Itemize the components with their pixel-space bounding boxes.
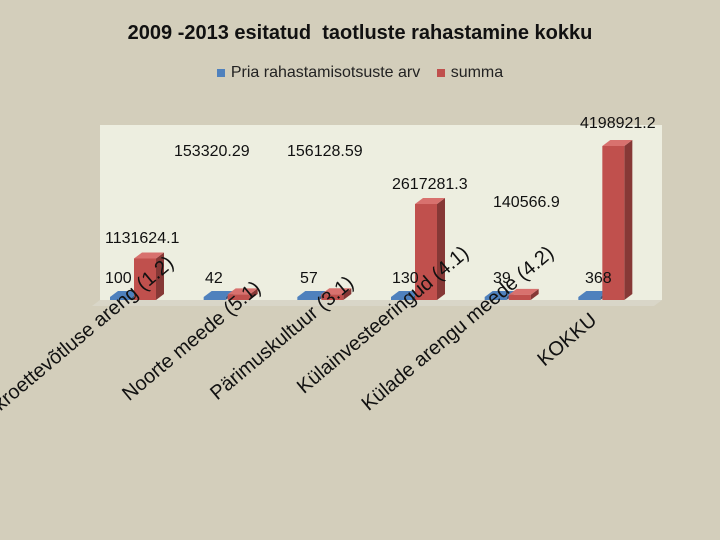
legend-label-summa: summa bbox=[450, 64, 504, 81]
bar-summa-side bbox=[156, 252, 164, 300]
bar-summa bbox=[134, 258, 156, 300]
bar-arv bbox=[203, 297, 226, 300]
data-label-arv: 42 bbox=[205, 270, 223, 287]
bar-arv-top bbox=[578, 291, 609, 297]
bar-summa-top bbox=[321, 288, 352, 295]
bar-arv-top bbox=[297, 291, 328, 297]
bar-summa-top bbox=[134, 252, 164, 259]
bar-arv bbox=[391, 297, 413, 300]
bar-summa bbox=[227, 294, 250, 300]
data-label-summa: 4198921.2 bbox=[580, 115, 656, 132]
bar-summa-side bbox=[249, 288, 258, 300]
bar-summa bbox=[602, 146, 625, 300]
bar-arv-top bbox=[391, 291, 421, 297]
legend-label-arv: Pria rahastamisotsuste arv bbox=[230, 64, 421, 81]
bar-summa bbox=[508, 294, 531, 300]
bar-arv bbox=[484, 297, 507, 300]
bar-summa-top bbox=[415, 198, 445, 205]
x-tick-label: KOKKU bbox=[533, 309, 601, 371]
bar-summa-top bbox=[227, 288, 258, 295]
legend: Pria rahastamisotsuste arv summa bbox=[0, 64, 720, 82]
bar-summa bbox=[415, 204, 437, 300]
bar-summa-top bbox=[602, 140, 633, 146]
bar-arv-top bbox=[484, 291, 515, 297]
legend-swatch-summa bbox=[436, 69, 445, 77]
legend-item-summa: summa bbox=[436, 64, 504, 82]
bar-summa-side bbox=[530, 288, 539, 300]
bar-summa bbox=[321, 294, 344, 300]
data-label-arv: 39 bbox=[493, 270, 511, 287]
bar-arv bbox=[578, 297, 601, 300]
chart-title: 2009 -2013 esitatud taotluste rahastamin… bbox=[127, 22, 593, 44]
data-label-summa: 2617281.3 bbox=[392, 176, 468, 193]
bar-summa-side bbox=[437, 198, 445, 300]
data-label-arv: 130 bbox=[392, 270, 419, 287]
plot-background bbox=[100, 125, 662, 300]
data-label-summa: 156128.59 bbox=[287, 143, 363, 160]
bar-summa-top bbox=[508, 288, 539, 295]
data-label-arv: 368 bbox=[585, 270, 612, 287]
data-label-arv: 57 bbox=[300, 270, 318, 287]
data-label-arv: 100 bbox=[105, 270, 132, 287]
bar-arv-top bbox=[203, 291, 234, 297]
data-label-summa: 1131624.1 bbox=[105, 230, 180, 247]
bar-summa-side bbox=[624, 140, 633, 300]
bar-arv bbox=[110, 297, 132, 300]
x-tick-label: Mikroettevõtluse areng (1.2) bbox=[0, 252, 178, 429]
plot-floor bbox=[92, 300, 662, 306]
data-label-summa: 140566.9 bbox=[493, 194, 560, 211]
legend-swatch-arv bbox=[216, 69, 225, 77]
bar-arv-top bbox=[110, 291, 140, 297]
data-label-summa: 153320.29 bbox=[174, 143, 250, 160]
bar-summa-side bbox=[343, 288, 352, 300]
bar-arv bbox=[297, 297, 320, 300]
legend-item-arv: Pria rahastamisotsuste arv bbox=[216, 64, 421, 82]
